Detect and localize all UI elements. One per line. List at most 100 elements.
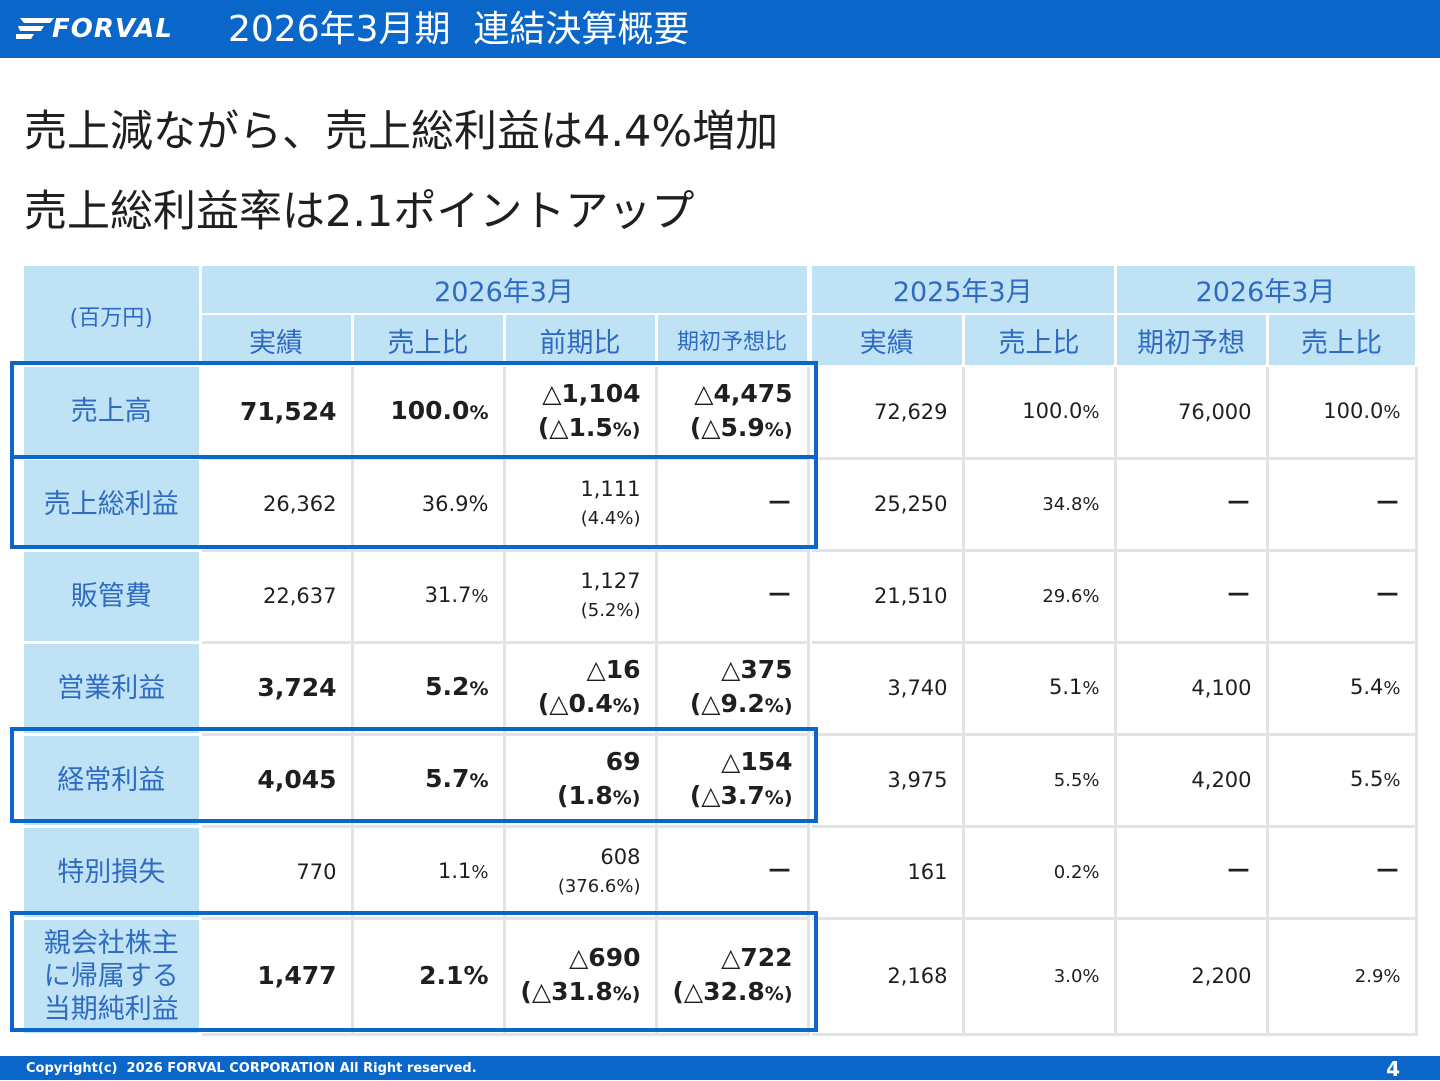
headline-line-2: 売上総利益率は2.1ポイントアップ	[24, 187, 695, 237]
cell-plan-sales-ratio: 5.5%	[1267, 734, 1418, 828]
cell-prev-actual: 3,740	[812, 642, 965, 736]
row-label: 販管費	[24, 550, 202, 644]
yoy-rate: (5.2%)	[580, 600, 641, 621]
highlight-frame-gross-profit	[10, 455, 818, 549]
pct-sign: %	[1383, 401, 1401, 423]
pct-sign: %)	[764, 418, 793, 441]
col-prev-sales-ratio: 売上比	[963, 314, 1117, 367]
column-gap	[808, 734, 813, 826]
column-gap	[808, 550, 813, 642]
sub-header-row: 実績 売上比 前期比 期初予想比 実績 売上比 期初予想 売上比	[24, 314, 1418, 367]
table-row: 経常利益 4,045 5.7% 69 (1.8%) △154 (△3.7%) 3,9…	[24, 734, 1418, 828]
vs-plan-rate: (△3.7%)	[658, 779, 793, 815]
col-yoy: 前期比	[504, 314, 658, 367]
cell-prev-sales-ratio: 0.2%	[963, 826, 1117, 920]
vs-plan-amount: △722	[721, 943, 793, 972]
vs-plan-amount: △375	[721, 655, 793, 684]
pct-sign: %	[1082, 678, 1100, 699]
value: 29.6%	[1042, 586, 1100, 607]
cell-sales-ratio: 100.0%	[352, 366, 506, 460]
cell-plan-sales-ratio: －	[1267, 550, 1418, 644]
table-row: 売上総利益 26,362 36.9% 1,111 (4.4%) － 25,250 …	[24, 458, 1418, 552]
footer-bar: Copyright(c) 2026 FORVAL CORPORATION All…	[0, 1056, 1440, 1081]
yoy-amount: 608	[600, 845, 641, 869]
cell-sales-ratio: 31.7%	[352, 550, 506, 644]
cell-sales-ratio: 5.7%	[352, 734, 506, 828]
yoy-rate-value: (1.8	[557, 781, 613, 810]
row-label: 特別損失	[24, 826, 202, 920]
group-header-current: 2026年3月	[200, 266, 810, 315]
cell-vs-plan: △4,475 (△5.9%)	[656, 366, 810, 460]
cell-yoy: 608 (376.6%)	[504, 826, 658, 920]
cell-prev-sales-ratio: 29.6%	[963, 550, 1117, 644]
vs-plan-rate-value: (△5.9	[689, 412, 765, 442]
cell-yoy: △1,104 (△1.5%)	[504, 366, 658, 460]
cell-prev-actual: 25,250	[812, 458, 965, 552]
pct-sign: %	[1383, 770, 1401, 791]
cell-prev-sales-ratio: 34.8%	[963, 458, 1117, 552]
copyright-text: Copyright(c) 2026 FORVAL CORPORATION All…	[26, 1061, 477, 1076]
yoy-amount: 1,127	[580, 569, 641, 593]
cell-vs-plan: －	[656, 458, 810, 552]
highlight-frame-ordinary-profit	[10, 727, 818, 823]
group-header-previous: 2025年3月	[812, 266, 1117, 315]
cell-prev-actual: 21,510	[812, 550, 965, 644]
pct-sign: %)	[612, 787, 641, 809]
cell-prev-sales-ratio: 5.5%	[963, 734, 1117, 828]
cell-plan: 4,200	[1115, 734, 1269, 828]
page-number: 4	[1386, 1057, 1400, 1081]
cell-yoy: 69 (1.8%)	[504, 734, 658, 828]
table-row: 特別損失 770 1.1% 608 (376.6%) － 161 0.2% － －	[24, 826, 1418, 920]
column-gap	[808, 642, 813, 734]
vs-plan-rate: (△5.9%)	[658, 411, 793, 447]
cell-prev-sales-ratio: 100.0%	[963, 366, 1117, 460]
value: 100.0	[390, 395, 470, 425]
cell-prev-actual: 3,975	[812, 734, 965, 828]
value: 5.2	[425, 672, 470, 701]
table-row: 売上高 71,524 100.0% △1,104 (△1.5%) △4,475 (△…	[24, 366, 1418, 460]
page-title: 2026年3月期 連結決算概要	[228, 9, 690, 50]
yoy-rate: (△31.8%)	[506, 975, 640, 1011]
pct-sign: %)	[612, 695, 641, 717]
yoy-amount: 69	[605, 747, 641, 776]
yoy-amount: 1,111	[580, 477, 641, 501]
yoy-rate-value: (△31.8	[520, 977, 613, 1006]
cell-plan-sales-ratio: －	[1267, 826, 1418, 920]
column-gap	[808, 366, 813, 458]
cell-prev-actual: 72,629	[812, 366, 965, 460]
cell-plan: 4,100	[1115, 642, 1269, 736]
value: 100.0	[1022, 398, 1083, 423]
cell-vs-plan: －	[656, 826, 810, 920]
cell-sales-ratio: 1.1%	[352, 826, 506, 920]
logo-wing-icon	[16, 18, 54, 39]
value: 5.5	[1350, 767, 1384, 791]
col-plan: 期初予想	[1115, 314, 1269, 367]
row-label-line: 親会社株主	[43, 927, 179, 959]
unit-label: (百万円)	[24, 266, 202, 367]
cell-plan: －	[1115, 826, 1269, 920]
cell-sales-ratio: 2.1%	[352, 918, 506, 1036]
pct-sign: %	[471, 586, 489, 607]
highlight-frame-sales	[10, 361, 818, 459]
company-logo: FORVAL	[16, 14, 172, 44]
col-actual: 実績	[200, 314, 354, 367]
cell-yoy: 1,127 (5.2%)	[504, 550, 658, 644]
pct-sign: %	[469, 770, 489, 792]
column-gap	[808, 826, 813, 918]
pct-sign: %)	[764, 695, 793, 717]
col-vs-plan: 期初予想比	[656, 314, 810, 367]
pct-sign: %	[469, 678, 489, 700]
value: 5.7	[425, 764, 470, 793]
cell-vs-plan: －	[656, 550, 810, 644]
table-row: 親会社株主 に帰属する 当期純利益 1,477 2.1% △690 (△31.8%…	[24, 918, 1418, 1036]
yoy-amount: △16	[586, 655, 641, 684]
column-gap	[808, 918, 813, 1034]
cell-plan: －	[1115, 458, 1269, 552]
header-bar: FORVAL 2026年3月期 連結決算概要	[0, 0, 1440, 58]
yoy-rate: (4.4%)	[580, 508, 641, 529]
pct-sign: %	[469, 401, 489, 424]
pct-sign: %)	[764, 983, 793, 1005]
cell-actual: 770	[200, 826, 354, 920]
group-header-plan: 2026年3月	[1115, 266, 1418, 315]
row-label-line: 当期純利益	[43, 993, 179, 1025]
